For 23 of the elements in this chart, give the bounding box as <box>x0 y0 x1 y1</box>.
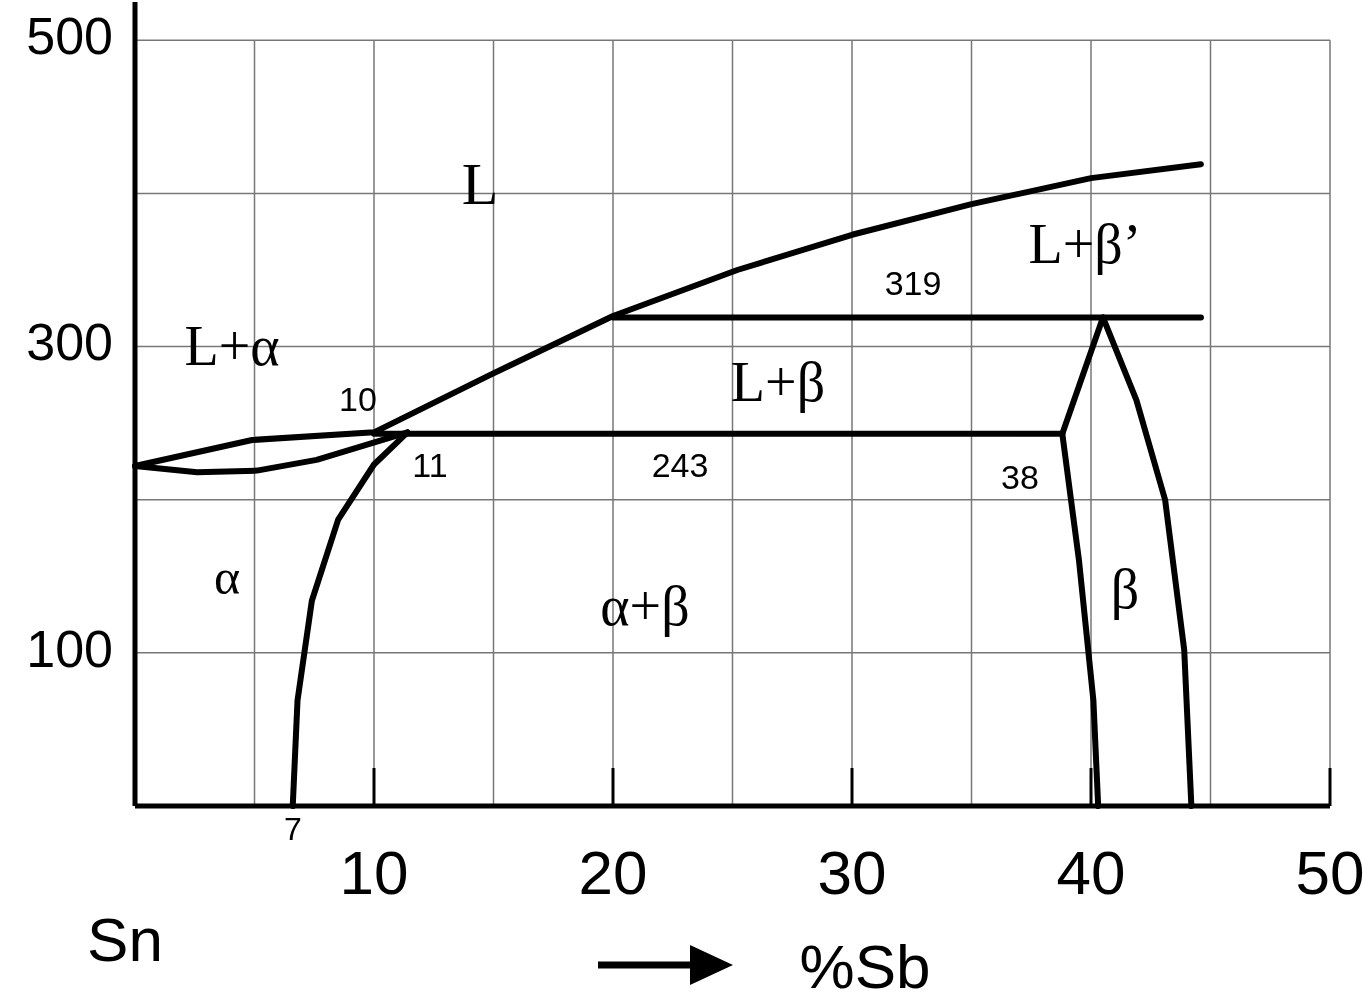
annotation: L+β <box>730 350 826 413</box>
x-tick-label: 40 <box>1056 838 1126 907</box>
text: 7 <box>284 811 302 848</box>
annotation: α <box>213 549 241 606</box>
annotation: 38 <box>1001 457 1039 496</box>
annotation: 243 <box>651 445 709 484</box>
annotation: L+α <box>184 314 280 377</box>
annotation: L+β’ <box>1028 212 1142 275</box>
x-tick-label: 20 <box>578 838 648 907</box>
annotation: L <box>461 150 499 217</box>
annotation: 319 <box>884 263 942 302</box>
annotation: β <box>1110 557 1140 620</box>
x-axis-title: %Sb <box>799 932 931 995</box>
text: Sn <box>87 905 163 975</box>
annotation: α+β <box>600 574 690 637</box>
y-tick-label: 100 <box>26 619 113 678</box>
annotation: 11 <box>412 445 448 484</box>
x-tick-label: 10 <box>339 838 409 907</box>
y-tick-label: 300 <box>26 313 113 372</box>
annotation: 10 <box>339 379 377 418</box>
y-tick-label: 500 <box>26 7 113 66</box>
x-tick-label: 50 <box>1295 838 1363 907</box>
x-tick-label: 30 <box>817 838 887 907</box>
